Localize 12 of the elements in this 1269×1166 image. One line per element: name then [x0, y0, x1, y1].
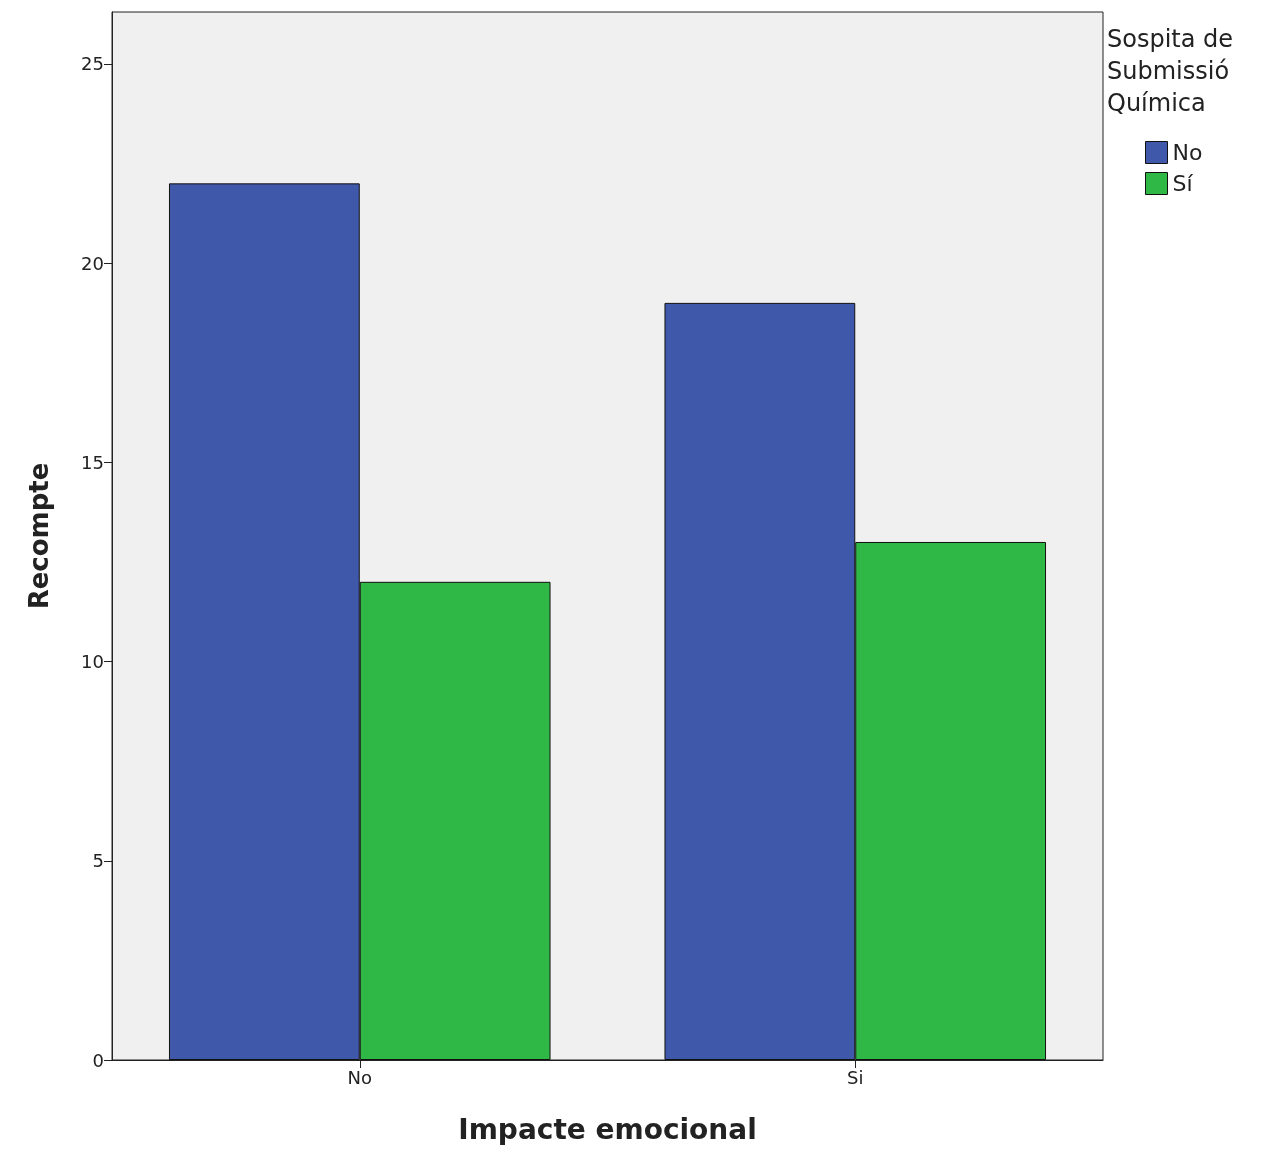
legend-label: Sí [1172, 171, 1194, 196]
y-tick-label: 0 [92, 1049, 104, 1071]
y-tick-label: 10 [81, 651, 104, 673]
legend-title: Sospita de Submissió Química [1107, 25, 1241, 117]
x-axis-title: Impacte emocional [458, 1112, 757, 1146]
y-tick-label: 25 [81, 53, 104, 75]
y-axis-title: Recompte [24, 462, 54, 610]
legend-label: No [1172, 140, 1203, 165]
y-tick-label: 20 [81, 252, 104, 274]
y-tick-label: 5 [92, 850, 104, 872]
x-tick-label: Si [847, 1066, 864, 1088]
y-tick-label: 15 [81, 451, 104, 473]
